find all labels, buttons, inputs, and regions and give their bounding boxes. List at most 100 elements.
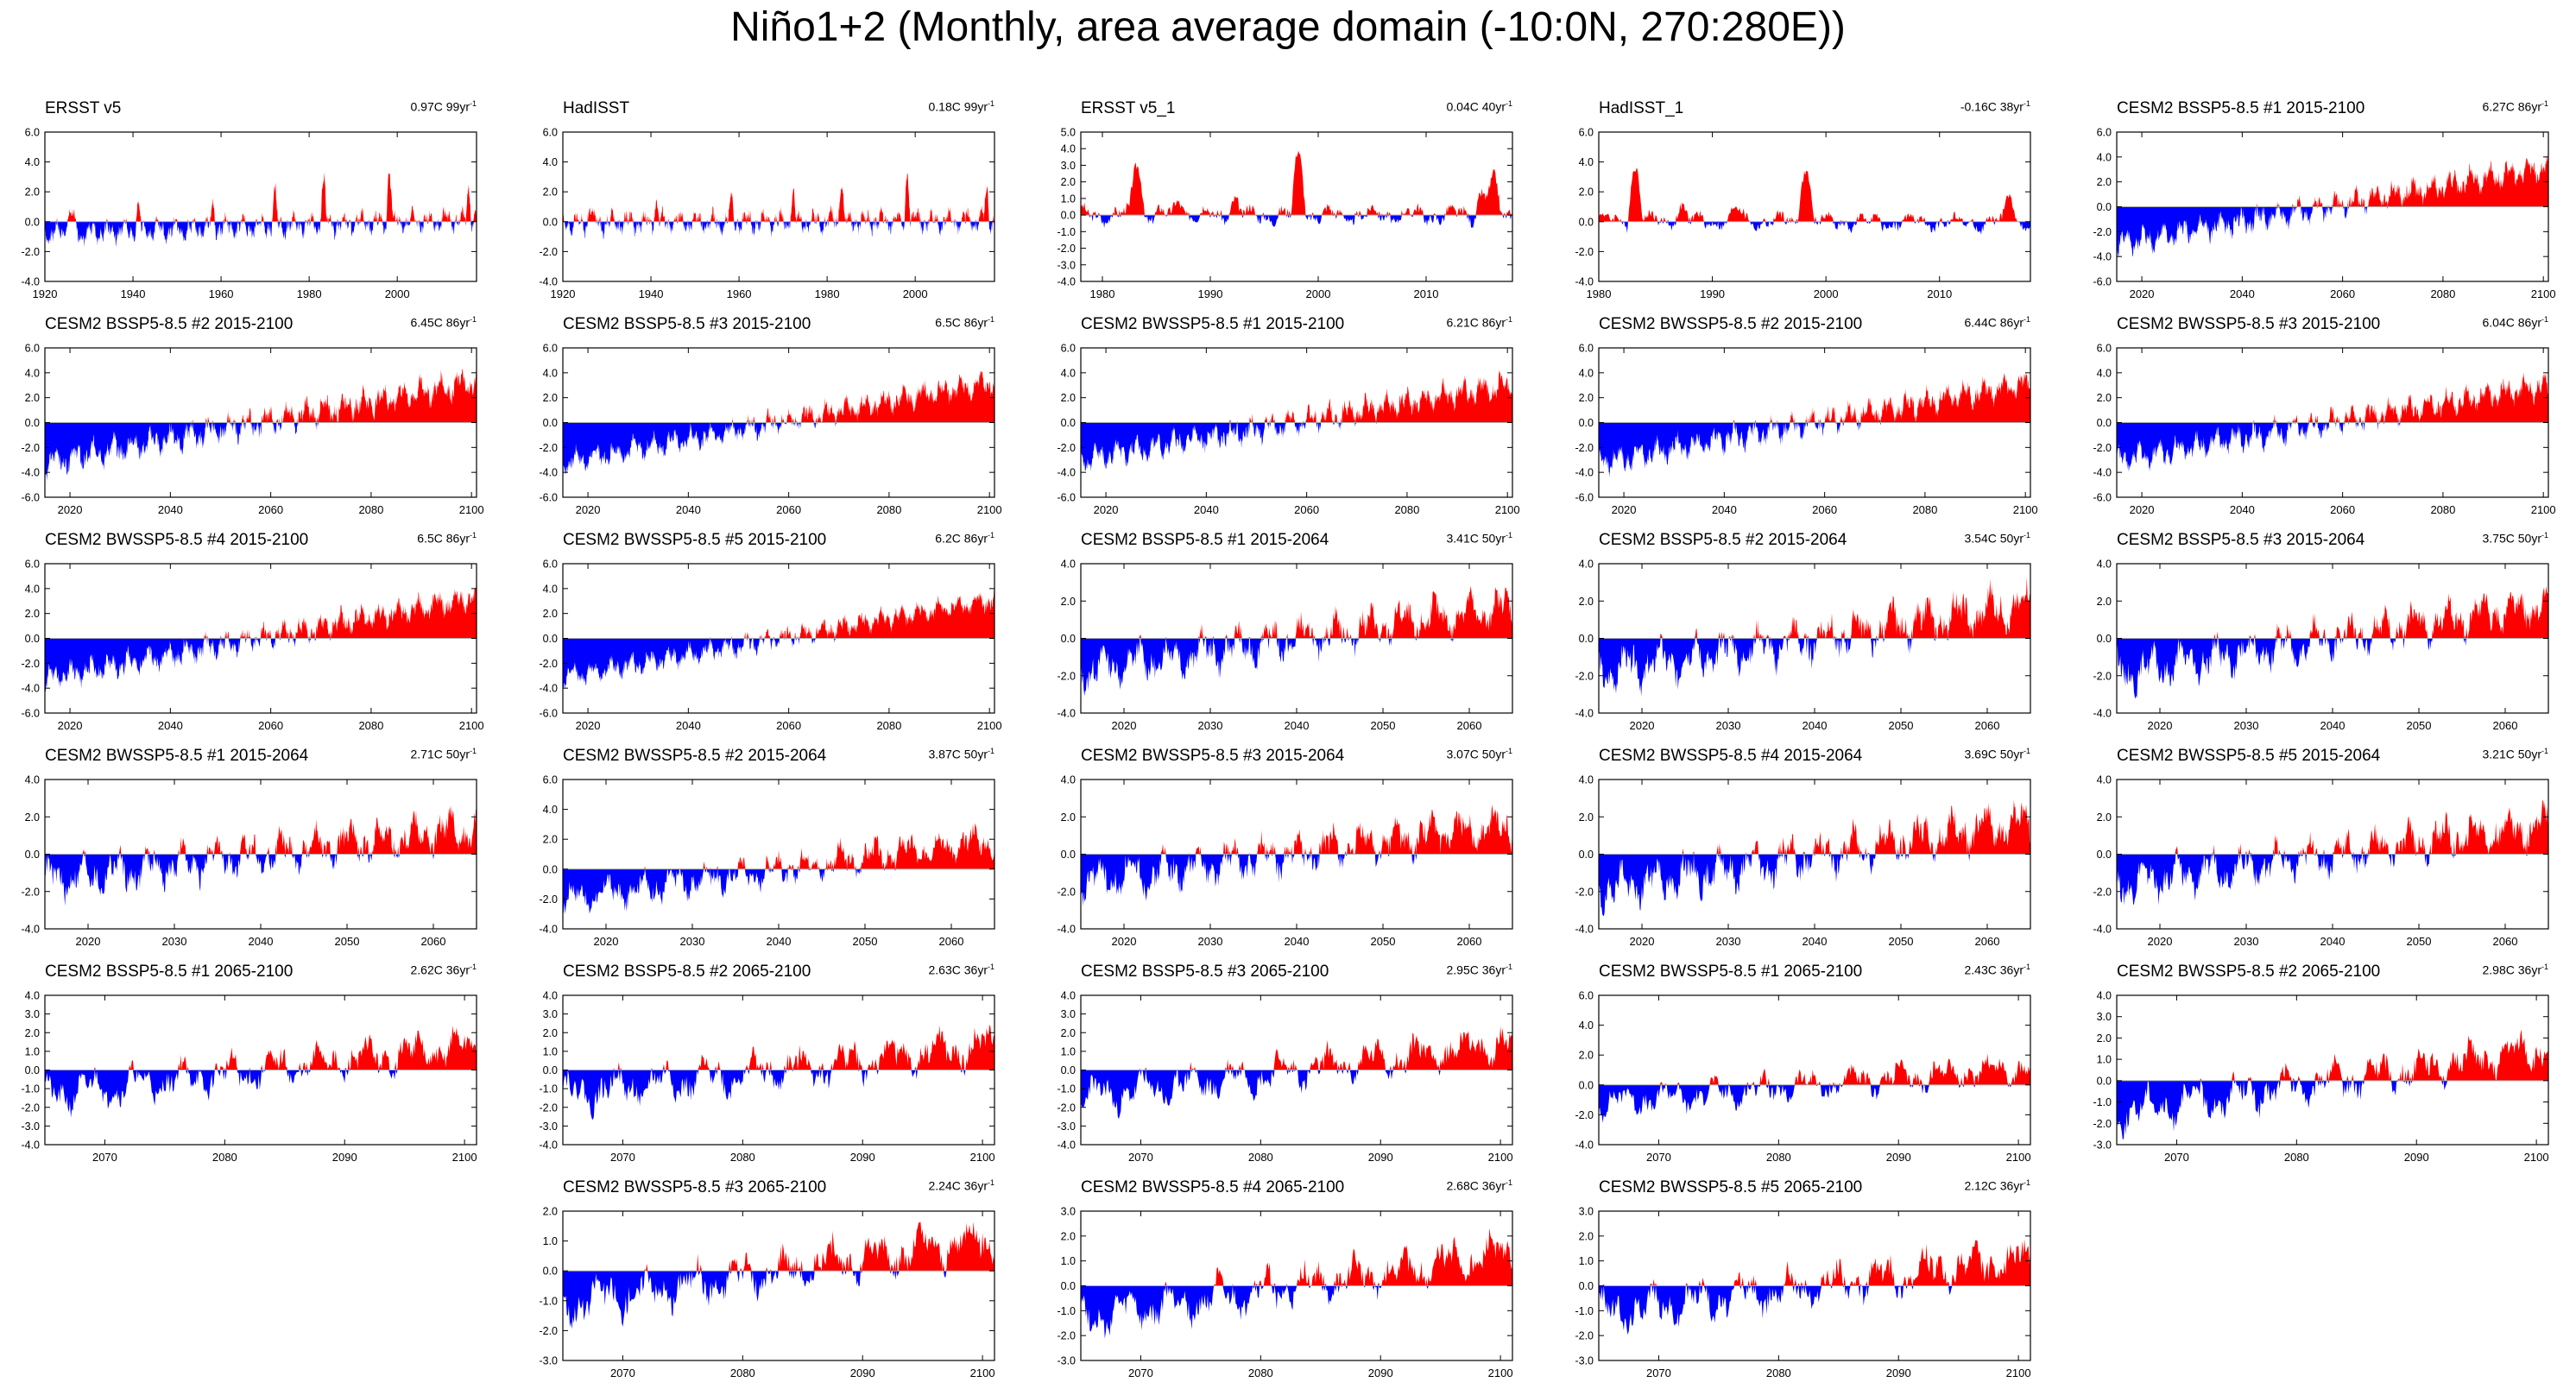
y-tick-label: 0.0 — [25, 1064, 40, 1076]
chart-panel: CESM2 BWSSP5-8.5 #5 2015-2064 3.21C 50yr-… — [2074, 747, 2564, 952]
negative-anomaly-area — [45, 422, 477, 482]
x-tick-label: 2100 — [1495, 503, 1520, 516]
x-tick-label: 2090 — [1368, 1367, 1393, 1379]
positive-anomaly-area — [45, 579, 477, 639]
trend-unit: -1 — [987, 99, 994, 108]
trend-unit: -1 — [987, 315, 994, 324]
x-tick-label: 2030 — [1198, 935, 1223, 948]
panel-title: CESM2 BSSP5-8.5 #3 2015-2100 — [563, 315, 811, 333]
panel-trend-label: 2.95C 36yr-1 — [1447, 963, 1513, 977]
panel-title: CESM2 BSSP5-8.5 #1 2015-2100 — [2117, 99, 2365, 117]
y-tick-label: -1.0 — [1057, 226, 1076, 238]
y-tick-label: 2.0 — [25, 811, 40, 824]
y-tick-label: -2.0 — [1575, 442, 1594, 454]
x-tick-label: 2040 — [2320, 719, 2346, 732]
trend-unit: -1 — [987, 963, 994, 971]
trend-unit: -1 — [987, 1178, 994, 1187]
y-tick-label: 0.0 — [1061, 210, 1076, 222]
y-tick-label: 1.0 — [2097, 1054, 2112, 1066]
y-tick-label: -4.0 — [21, 924, 40, 936]
panel-trend-label: 6.5C 86yr-1 — [417, 531, 477, 546]
x-tick-label: 2020 — [576, 503, 601, 516]
x-tick-label: 2070 — [1646, 1151, 1671, 1164]
y-tick-label: -2.0 — [1057, 1330, 1076, 1342]
x-tick-label: 2100 — [452, 1151, 477, 1164]
panel-title: CESM2 BSSP5-8.5 #2 2015-2064 — [1599, 531, 1847, 549]
panel-plot: 3.0 2.0 1.0 0.0 -1.0 -2.0 -3.0 2070 2080 2090 2100 — [1057, 1206, 1513, 1379]
x-tick-label: 2040 — [2230, 503, 2255, 516]
panel-trend-label: -0.16C 38yr-1 — [1960, 99, 2030, 114]
y-tick-label: 0.0 — [25, 849, 40, 861]
y-tick-label: -1.0 — [1057, 1083, 1076, 1095]
y-tick-label: 6.0 — [25, 127, 40, 139]
x-tick-label: 2100 — [2006, 1151, 2031, 1164]
y-tick-label: 2.0 — [2097, 1032, 2112, 1045]
positive-anomaly-area — [563, 1221, 994, 1272]
positive-anomaly-area — [1081, 369, 1512, 423]
x-tick-label: 2090 — [1886, 1367, 1911, 1379]
y-tick-label: -4.0 — [1057, 924, 1076, 936]
y-tick-label: 3.0 — [543, 1008, 558, 1020]
panel-trend-label: 2.12C 36yr-1 — [1965, 1178, 2031, 1193]
y-tick-label: -2.0 — [1575, 1109, 1594, 1121]
trend-unit: -1 — [469, 315, 477, 324]
y-tick-label: 0.0 — [543, 863, 558, 875]
positive-anomaly-area — [1081, 1026, 1512, 1070]
negative-anomaly-area — [1081, 1285, 1512, 1339]
x-tick-label: 2100 — [459, 503, 484, 516]
panel-plot: 6.0 4.0 2.0 0.0 -2.0 -4.0 -6.0 2020 2040 2060 2080… — [2093, 343, 2555, 517]
chart-panel: CESM2 BSSP5-8.5 #3 2015-2064 3.75C 50yr-1… — [2074, 531, 2564, 736]
y-tick-label: -2.0 — [2093, 1118, 2112, 1130]
panel-title: CESM2 BSSP5-8.5 #2 2015-2100 — [45, 315, 294, 333]
chart-panel: CESM2 BSSP5-8.5 #3 2015-2100 6.5C 86yr-1 6… — [520, 315, 1010, 521]
x-tick-label: 2040 — [1194, 503, 1219, 516]
trend-value: 0.04C 40yr — [1446, 99, 1506, 114]
trend-value: 3.41C 50yr — [1446, 531, 1506, 546]
positive-anomaly-area — [1599, 167, 2030, 222]
trend-unit: -1 — [469, 747, 477, 755]
x-tick-label: 2090 — [332, 1151, 357, 1164]
chart-panel: CESM2 BWSSP5-8.5 #5 2065-2100 2.12C 36yr-… — [1556, 1178, 2046, 1384]
y-tick-label: 4.0 — [2097, 990, 2112, 1002]
panel-title: CESM2 BSSP5-8.5 #1 2065-2100 — [45, 963, 294, 981]
y-tick-label: 2.0 — [2097, 596, 2112, 608]
positive-anomaly-area — [45, 1025, 477, 1070]
y-tick-label: 4.0 — [1579, 1019, 1594, 1032]
panel-trend-label: 2.71C 50yr-1 — [411, 747, 477, 761]
negative-anomaly-area — [1599, 1285, 2030, 1335]
x-tick-label: 2070 — [92, 1151, 117, 1164]
positive-anomaly-area — [45, 368, 477, 423]
panel-title: CESM2 BSSP5-8.5 #2 2065-2100 — [563, 963, 811, 981]
y-tick-label: 0.0 — [1061, 1064, 1076, 1076]
panel-plot: 4.0 3.0 2.0 1.0 0.0 -1.0 -2.0 -3.0 -4.0 2070 2080 2… — [539, 990, 995, 1164]
x-tick-label: 2020 — [76, 935, 101, 948]
y-tick-label: -4.0 — [2093, 708, 2112, 720]
y-tick-label: 2.0 — [543, 1027, 558, 1039]
trend-value: 3.07C 50yr — [1446, 747, 1506, 761]
y-tick-label: -2.0 — [539, 658, 558, 670]
panel-trend-label: 3.21C 50yr-1 — [2483, 747, 2549, 761]
y-tick-label: 4.0 — [2097, 367, 2112, 379]
y-tick-label: 2.0 — [1579, 596, 1594, 608]
x-tick-label: 2080 — [1248, 1151, 1273, 1164]
panel-title: CESM2 BWSSP5-8.5 #4 2015-2100 — [45, 531, 309, 549]
positive-anomaly-area — [1599, 1053, 2030, 1085]
y-tick-label: -2.0 — [539, 246, 558, 258]
x-tick-label: 1980 — [297, 287, 322, 300]
x-tick-label: 2060 — [2330, 287, 2355, 300]
y-tick-label: -4.0 — [21, 276, 40, 288]
x-tick-label: 2100 — [2013, 503, 2038, 516]
panel-title: CESM2 BWSSP5-8.5 #5 2015-2064 — [2117, 747, 2381, 765]
trend-unit: -1 — [987, 531, 994, 540]
x-tick-label: 2050 — [2407, 935, 2432, 948]
panel-title: CESM2 BWSSP5-8.5 #1 2015-2064 — [45, 747, 309, 765]
trend-value: 3.87C 50yr — [928, 747, 988, 761]
y-tick-label: -2.0 — [1057, 442, 1076, 454]
panel-plot: 6.0 4.0 2.0 0.0 -2.0 -4.0 -6.0 2020 2040 2060 2080… — [21, 343, 484, 517]
x-tick-label: 2090 — [850, 1367, 875, 1379]
y-tick-label: 6.0 — [2097, 343, 2112, 355]
panel-title: CESM2 BSSP5-8.5 #3 2015-2064 — [2117, 531, 2365, 549]
y-tick-label: -3.0 — [539, 1355, 558, 1367]
negative-anomaly-area — [1081, 215, 1512, 229]
y-tick-label: -6.0 — [2093, 276, 2112, 288]
